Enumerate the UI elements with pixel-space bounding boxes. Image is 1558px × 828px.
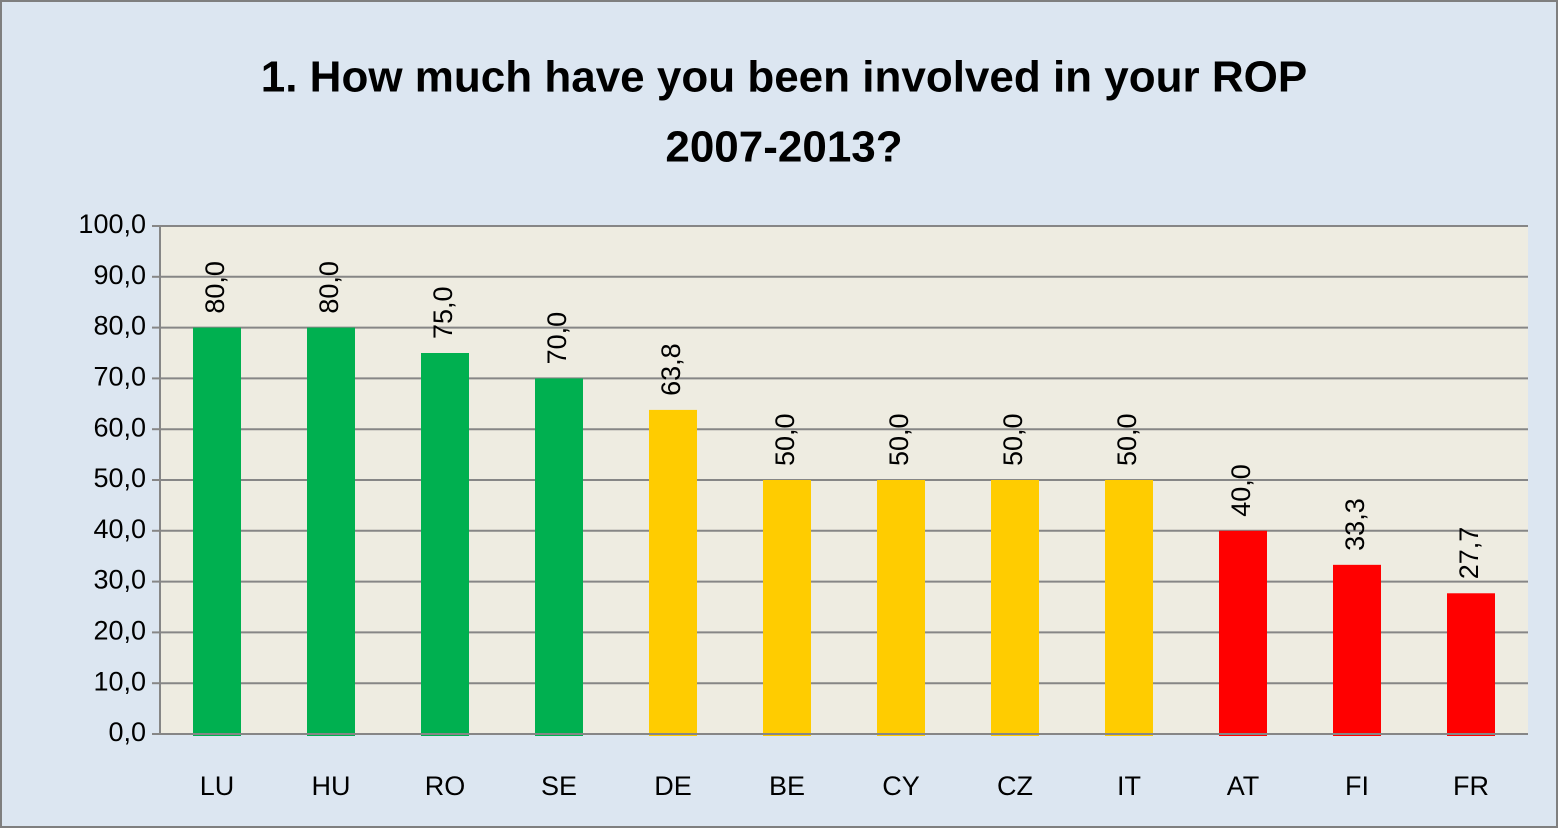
- x-tick-label: FR: [1453, 771, 1489, 801]
- value-label: 80,0: [200, 261, 230, 314]
- value-label: 40,0: [1226, 464, 1256, 517]
- bar: [535, 378, 583, 736]
- chart-title: 2007-2013?: [665, 123, 902, 172]
- value-label: 70,0: [542, 312, 572, 365]
- bar: [421, 353, 469, 736]
- value-label: 50,0: [884, 413, 914, 466]
- value-label: 50,0: [998, 413, 1028, 466]
- y-tick-label: 70,0: [93, 362, 146, 392]
- bar: [763, 480, 811, 736]
- y-tick-label: 50,0: [93, 463, 146, 493]
- bar: [877, 480, 925, 736]
- x-tick-label: CY: [882, 771, 920, 801]
- y-tick-label: 10,0: [93, 666, 146, 696]
- bar: [1219, 530, 1267, 736]
- value-label: 75,0: [428, 286, 458, 339]
- y-tick-label: 30,0: [93, 565, 146, 595]
- value-label: 50,0: [1112, 413, 1142, 466]
- bar: [991, 480, 1039, 736]
- value-label: 33,3: [1340, 498, 1370, 551]
- x-tick-label: SE: [541, 771, 577, 801]
- x-tick-label: HU: [312, 771, 351, 801]
- bar: [649, 409, 697, 736]
- y-tick-label: 100,0: [78, 209, 146, 239]
- x-tick-label: DE: [654, 771, 692, 801]
- bar: [1333, 564, 1381, 736]
- value-label: 50,0: [770, 413, 800, 466]
- x-tick-label: CZ: [997, 771, 1033, 801]
- y-tick-label: 20,0: [93, 616, 146, 646]
- value-label: 63,8: [656, 343, 686, 396]
- bar: [193, 327, 241, 736]
- chart-title: 1. How much have you been involved in yo…: [261, 53, 1307, 102]
- x-tick-label: RO: [425, 771, 466, 801]
- x-tick-label: FI: [1345, 771, 1369, 801]
- bar: [1447, 593, 1495, 736]
- value-label: 80,0: [314, 261, 344, 314]
- bar: [307, 327, 355, 736]
- x-tick-label: AT: [1227, 771, 1260, 801]
- bar: [1105, 480, 1153, 736]
- y-tick-label: 60,0: [93, 412, 146, 442]
- y-tick-label: 80,0: [93, 311, 146, 341]
- x-tick-label: LU: [200, 771, 235, 801]
- x-tick-label: BE: [769, 771, 805, 801]
- value-label: 27,7: [1454, 527, 1484, 580]
- y-tick-label: 0,0: [108, 717, 146, 747]
- y-tick-label: 90,0: [93, 260, 146, 290]
- y-tick-label: 40,0: [93, 514, 146, 544]
- x-tick-label: IT: [1117, 771, 1141, 801]
